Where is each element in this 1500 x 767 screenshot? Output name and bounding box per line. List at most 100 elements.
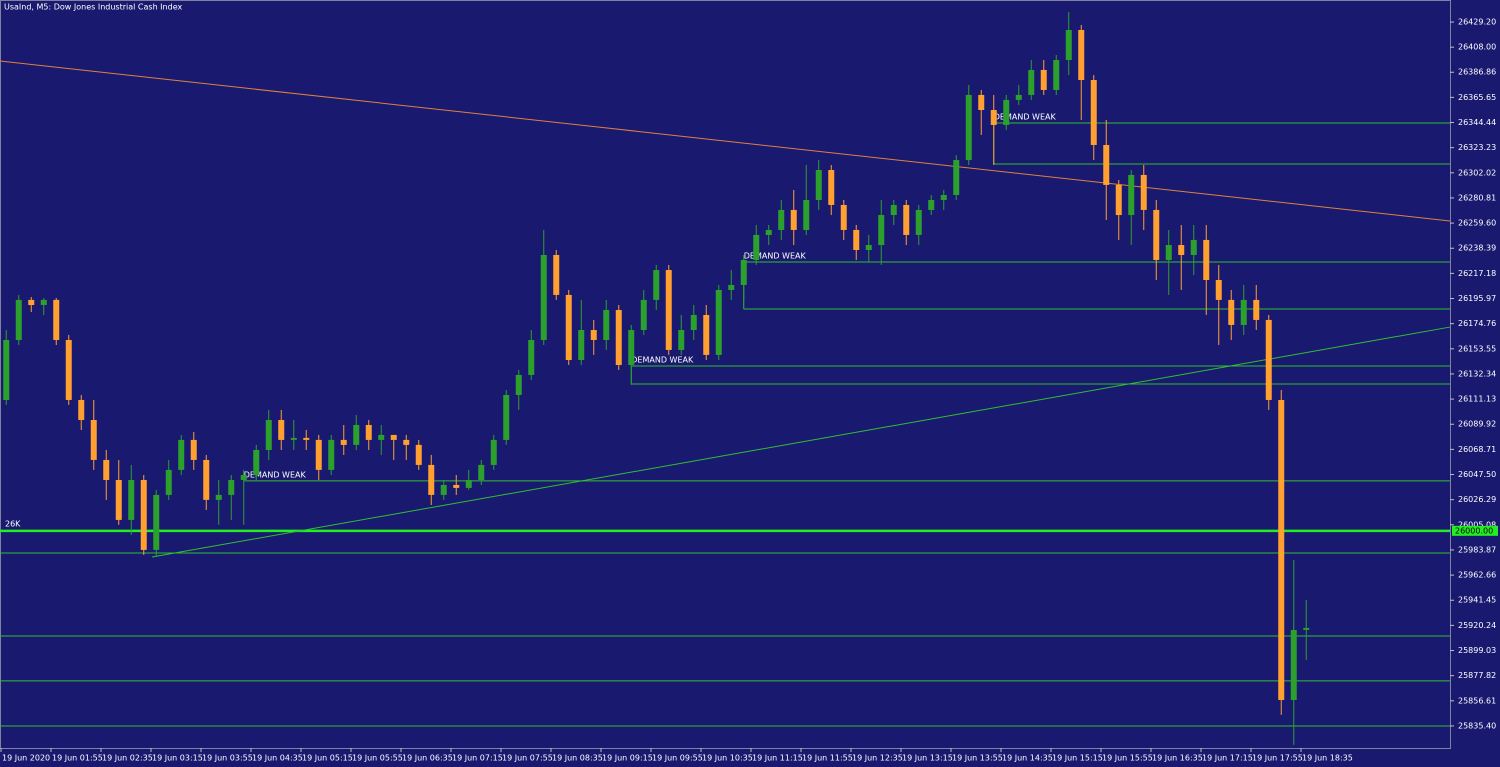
candle-body	[65, 339, 72, 400]
candle-body	[578, 330, 585, 361]
y-tick-label: 25920.24	[1458, 621, 1496, 630]
x-tick-label: 19 Jun 15:55	[1102, 754, 1153, 763]
y-tick-label: 25877.82	[1458, 671, 1496, 680]
trendline	[0, 60, 1451, 222]
candle-body	[640, 299, 647, 331]
candle-body	[978, 94, 985, 111]
candle-body	[728, 284, 735, 290]
candle-body	[403, 439, 410, 445]
candle-body	[1140, 174, 1147, 210]
zone-label: DEMAND WEAK	[244, 470, 307, 479]
candle-body	[690, 314, 697, 331]
candle-body	[103, 459, 110, 480]
candle-body	[1090, 80, 1097, 145]
candle-body	[178, 439, 185, 470]
x-tick-label: 19 Jun 10:35	[702, 754, 753, 763]
candle-body	[1165, 245, 1172, 260]
candle-body	[828, 169, 835, 205]
x-tick-label: 19 Jun 09:55	[652, 754, 703, 763]
x-tick-label: 19 Jun 07:15	[452, 754, 503, 763]
candle-body	[628, 330, 635, 365]
y-tick-label: 26323.23	[1458, 143, 1496, 152]
candle-body	[840, 204, 847, 230]
candle-body	[1203, 239, 1210, 280]
candle-body	[278, 419, 285, 440]
candle-body	[990, 110, 997, 125]
y-tick-label: 26026.29	[1458, 495, 1496, 504]
candle-body	[653, 270, 660, 300]
candle-body	[153, 494, 160, 550]
candle-body	[1153, 209, 1160, 260]
candle-body	[890, 204, 897, 216]
candle-body	[953, 160, 960, 196]
zone-label: DEMAND WEAK	[631, 355, 694, 364]
candle-body	[3, 339, 10, 400]
candle-body	[1278, 399, 1285, 700]
x-tick-label: 19 Jun 03:55	[202, 754, 253, 763]
chart-title: UsaInd, M5: Dow Jones Industrial Cash In…	[4, 3, 182, 12]
candle-body	[203, 459, 210, 500]
candle-body	[15, 299, 22, 340]
zone-label: DEMAND WEAK	[994, 113, 1057, 122]
x-tick-label: 19 Jun 18:35	[1302, 754, 1353, 763]
candle-body	[365, 424, 372, 440]
candle-body	[778, 209, 785, 230]
y-tick-label: 26386.86	[1458, 68, 1496, 77]
plot-frame	[0, 0, 1451, 749]
x-tick-label: 19 Jun 09:15	[602, 754, 653, 763]
x-tick-label: 19 Jun 03:15	[152, 754, 203, 763]
candle-body	[465, 479, 472, 488]
candle-body	[115, 479, 122, 520]
key-level-label: 26K	[5, 519, 21, 528]
candle-body	[303, 437, 310, 440]
candle-body	[878, 215, 885, 246]
candle-body	[603, 309, 610, 340]
candle-body	[140, 479, 147, 550]
candle-body	[53, 299, 60, 340]
y-tick-label: 26217.18	[1458, 269, 1496, 278]
candle-body	[1103, 144, 1110, 185]
y-tick-label: 25899.03	[1458, 646, 1496, 655]
x-tick-label: 19 Jun 15:15	[1052, 754, 1103, 763]
y-tick-label: 25856.61	[1458, 696, 1496, 705]
candle-body	[78, 399, 85, 420]
candle-body	[265, 419, 272, 450]
y-tick-label: 26068.71	[1458, 445, 1496, 454]
x-tick-label: 19 Jun 14:35	[1002, 754, 1053, 763]
x-tick-label: 19 Jun 17:55	[1252, 754, 1303, 763]
y-tick-label: 26047.50	[1458, 470, 1496, 479]
plot-layer: 26429.20 26408.00 26386.86 26365.65 26344.44…	[0, 11, 1496, 763]
candle-body	[1115, 184, 1122, 216]
candle-body	[440, 484, 447, 495]
candle-body	[328, 439, 335, 470]
x-tick-label: 19 Jun 06:35	[402, 754, 453, 763]
price-tag-label: 26000.00	[1455, 526, 1493, 535]
candle-body	[1178, 245, 1185, 255]
candle-body	[165, 469, 172, 495]
y-tick-label: 26408.00	[1458, 43, 1496, 52]
x-tick-label: 19 Jun 2020	[2, 754, 50, 763]
x-tick-label: 19 Jun 01:55	[52, 754, 103, 763]
candle-body	[615, 309, 622, 365]
candle-body	[665, 270, 672, 350]
y-tick-label: 25941.45	[1458, 596, 1496, 605]
candle-body	[790, 209, 797, 230]
y-tick-label: 25983.87	[1458, 545, 1496, 554]
y-tick-label: 26259.60	[1458, 219, 1496, 228]
x-tick-label: 19 Jun 17:15	[1202, 754, 1253, 763]
candle-body	[453, 484, 460, 488]
candle-body	[1003, 99, 1010, 125]
candle-body	[378, 434, 385, 440]
candle-body	[478, 464, 485, 480]
candle-body	[1028, 69, 1035, 95]
candle-body	[128, 479, 135, 520]
price-tag	[1452, 525, 1498, 536]
y-tick-label: 26174.76	[1458, 319, 1496, 328]
x-tick-label: 19 Jun 08:35	[552, 754, 603, 763]
candle-body	[903, 204, 910, 235]
candle-body	[290, 437, 297, 440]
candle-body	[1015, 94, 1022, 100]
candle-body	[565, 294, 572, 361]
candle-body	[515, 374, 522, 395]
